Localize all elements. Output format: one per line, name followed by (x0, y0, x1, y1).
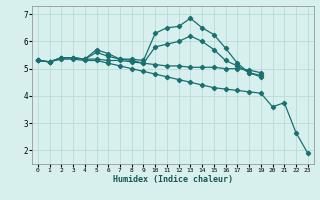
X-axis label: Humidex (Indice chaleur): Humidex (Indice chaleur) (113, 175, 233, 184)
